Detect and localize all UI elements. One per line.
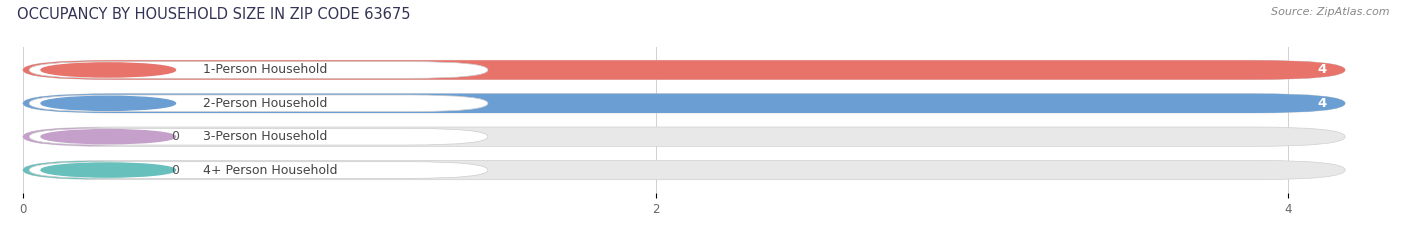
FancyBboxPatch shape	[22, 160, 156, 180]
FancyBboxPatch shape	[22, 94, 1346, 113]
Text: OCCUPANCY BY HOUSEHOLD SIZE IN ZIP CODE 63675: OCCUPANCY BY HOUSEHOLD SIZE IN ZIP CODE …	[17, 7, 411, 22]
FancyBboxPatch shape	[22, 160, 1346, 180]
Circle shape	[41, 63, 176, 77]
Text: Source: ZipAtlas.com: Source: ZipAtlas.com	[1271, 7, 1389, 17]
Circle shape	[41, 163, 176, 177]
Circle shape	[41, 96, 176, 110]
Text: 0: 0	[172, 130, 180, 143]
FancyBboxPatch shape	[30, 95, 488, 112]
FancyBboxPatch shape	[22, 94, 1346, 113]
Circle shape	[41, 130, 176, 144]
FancyBboxPatch shape	[22, 60, 1346, 80]
Text: 2-Person Household: 2-Person Household	[204, 97, 328, 110]
FancyBboxPatch shape	[22, 127, 156, 146]
Text: 0: 0	[172, 164, 180, 177]
Text: 1-Person Household: 1-Person Household	[204, 63, 328, 76]
FancyBboxPatch shape	[22, 60, 1346, 80]
Text: 4: 4	[1317, 63, 1326, 76]
FancyBboxPatch shape	[30, 62, 488, 78]
FancyBboxPatch shape	[30, 162, 488, 178]
FancyBboxPatch shape	[30, 128, 488, 145]
Text: 4: 4	[1317, 97, 1326, 110]
FancyBboxPatch shape	[22, 127, 1346, 146]
Text: 4+ Person Household: 4+ Person Household	[204, 164, 337, 177]
Text: 3-Person Household: 3-Person Household	[204, 130, 328, 143]
